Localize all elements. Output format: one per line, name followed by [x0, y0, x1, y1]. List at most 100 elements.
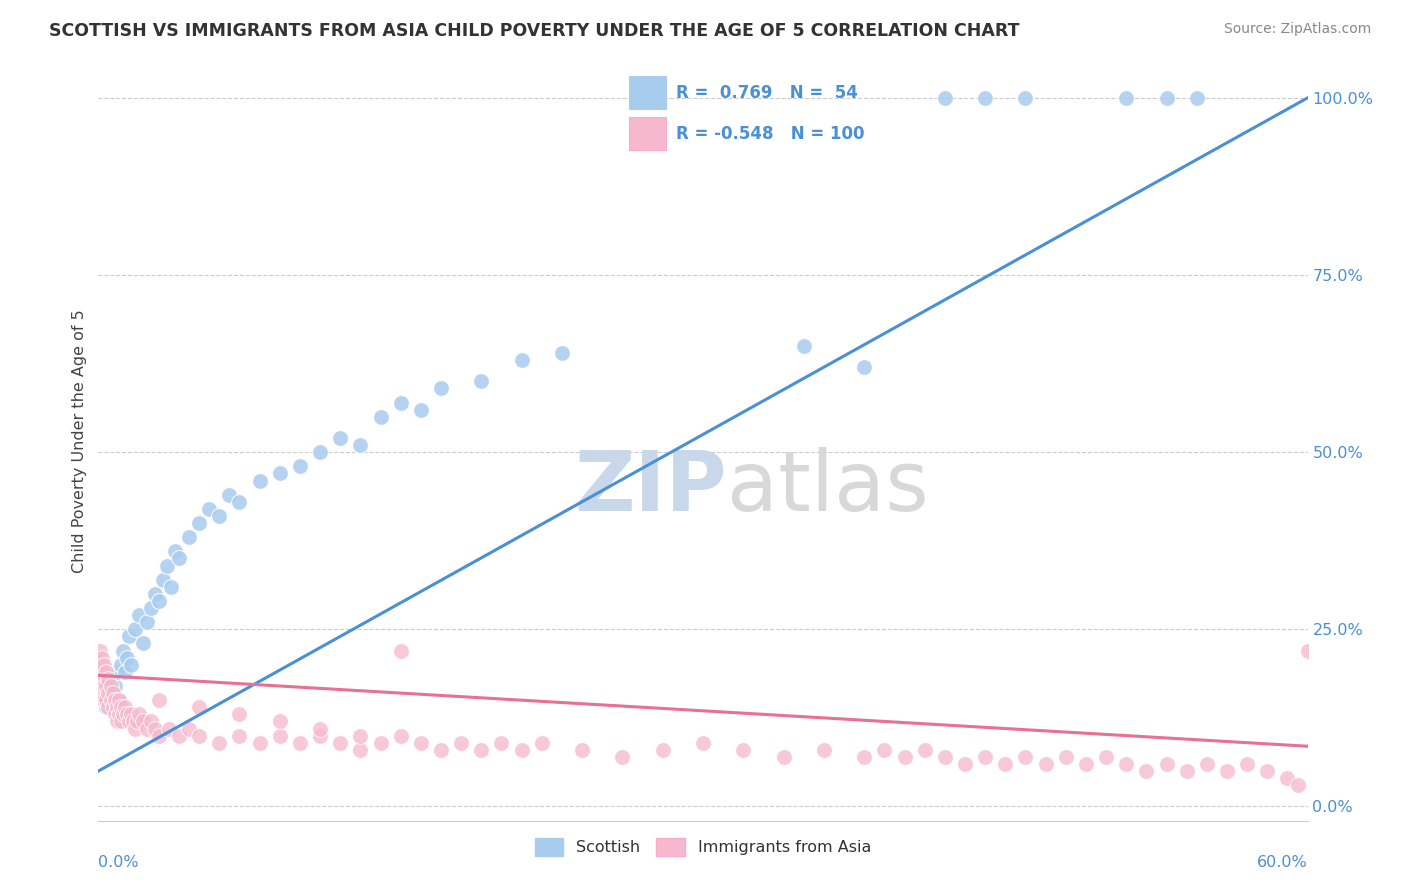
- Point: [510, 353, 533, 368]
- Point: [249, 736, 271, 750]
- Point: [551, 346, 574, 360]
- Point: [934, 91, 956, 105]
- Y-axis label: Child Poverty Under the Age of 5: Child Poverty Under the Age of 5: [72, 310, 87, 574]
- Text: SCOTTISH VS IMMIGRANTS FROM ASIA CHILD POVERTY UNDER THE AGE OF 5 CORRELATION CH: SCOTTISH VS IMMIGRANTS FROM ASIA CHILD P…: [49, 22, 1019, 40]
- Point: [139, 714, 162, 729]
- Point: [853, 360, 876, 375]
- Text: Source: ZipAtlas.com: Source: ZipAtlas.com: [1223, 22, 1371, 37]
- Point: [309, 729, 332, 743]
- Point: [389, 395, 412, 409]
- Point: [110, 700, 132, 714]
- Point: [198, 501, 221, 516]
- Point: [188, 700, 211, 714]
- Point: [450, 736, 472, 750]
- Point: [793, 339, 815, 353]
- Point: [143, 587, 166, 601]
- Point: [228, 707, 250, 722]
- Point: [93, 693, 115, 707]
- Point: [953, 756, 976, 771]
- Point: [105, 700, 128, 714]
- Point: [1054, 750, 1077, 764]
- Point: [89, 643, 111, 657]
- Point: [288, 459, 311, 474]
- Point: [179, 722, 201, 736]
- Point: [329, 431, 352, 445]
- Point: [1115, 756, 1137, 771]
- Point: [1035, 756, 1057, 771]
- Point: [389, 729, 412, 743]
- Point: [1236, 756, 1258, 771]
- Point: [370, 409, 392, 424]
- Point: [89, 665, 111, 679]
- Point: [103, 707, 125, 722]
- Point: [97, 693, 120, 707]
- Point: [1014, 91, 1036, 105]
- Point: [1115, 91, 1137, 105]
- Point: [430, 743, 453, 757]
- Point: [269, 714, 291, 729]
- Point: [1195, 756, 1218, 771]
- Point: [118, 629, 141, 643]
- Point: [120, 657, 142, 672]
- Point: [167, 551, 190, 566]
- Point: [179, 530, 201, 544]
- Point: [530, 736, 553, 750]
- Point: [110, 657, 132, 672]
- Point: [118, 714, 141, 729]
- Point: [91, 672, 114, 686]
- Legend: Scottish, Immigrants from Asia: Scottish, Immigrants from Asia: [529, 831, 877, 862]
- Point: [1256, 764, 1278, 778]
- Point: [188, 516, 211, 530]
- Point: [101, 700, 124, 714]
- Point: [914, 743, 936, 757]
- Point: [91, 686, 114, 700]
- Point: [148, 729, 170, 743]
- Point: [157, 722, 180, 736]
- Point: [128, 707, 150, 722]
- Point: [125, 714, 148, 729]
- Point: [105, 665, 128, 679]
- Point: [97, 700, 120, 714]
- Point: [103, 679, 125, 693]
- Point: [156, 558, 179, 573]
- Point: [1296, 643, 1319, 657]
- Point: [692, 736, 714, 750]
- Point: [269, 729, 291, 743]
- Point: [143, 722, 166, 736]
- Point: [132, 714, 155, 729]
- Point: [309, 445, 332, 459]
- Point: [101, 686, 124, 700]
- Point: [974, 91, 997, 105]
- Point: [491, 736, 513, 750]
- Point: [470, 743, 492, 757]
- Point: [934, 750, 956, 764]
- Point: [101, 686, 124, 700]
- Text: atlas: atlas: [727, 447, 929, 527]
- Point: [349, 743, 371, 757]
- Point: [218, 488, 240, 502]
- Point: [91, 686, 114, 700]
- Point: [1216, 764, 1239, 778]
- Point: [1095, 750, 1118, 764]
- Point: [135, 722, 157, 736]
- Point: [772, 750, 794, 764]
- Point: [571, 743, 593, 757]
- Point: [148, 693, 170, 707]
- Point: [111, 643, 134, 657]
- Point: [1175, 764, 1198, 778]
- Point: [163, 544, 186, 558]
- Point: [228, 495, 250, 509]
- Point: [97, 672, 120, 686]
- Point: [100, 672, 122, 686]
- Point: [994, 756, 1017, 771]
- Point: [167, 729, 190, 743]
- Point: [124, 722, 146, 736]
- Point: [96, 679, 118, 693]
- Text: 0.0%: 0.0%: [98, 855, 139, 870]
- Point: [100, 693, 122, 707]
- Point: [389, 643, 412, 657]
- Point: [103, 693, 125, 707]
- Point: [733, 743, 755, 757]
- Point: [349, 729, 371, 743]
- Point: [115, 707, 138, 722]
